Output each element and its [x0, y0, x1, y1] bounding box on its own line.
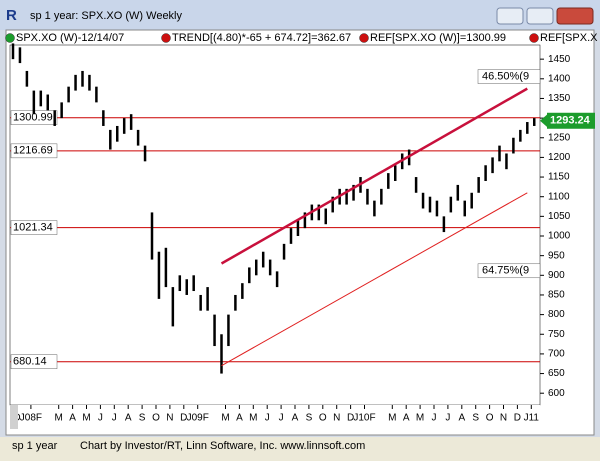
y-tick-label: 1350 [548, 93, 571, 104]
x-tick-label: J [432, 413, 437, 424]
y-tick-label: 800 [548, 309, 565, 320]
x-tick-label: J [98, 413, 103, 424]
x-tick-label: J08F [20, 413, 42, 424]
status-bar [0, 437, 600, 461]
y-tick-label: 650 [548, 368, 565, 379]
maximize-button[interactable] [526, 7, 554, 25]
x-tick-label: J [265, 413, 270, 424]
x-tick-label: N [166, 413, 173, 424]
y-tick-label: 1050 [548, 211, 571, 222]
trend-line [220, 87, 528, 265]
y-tick-label: 1200 [548, 152, 571, 163]
trend-label: 46.50%(9 [482, 71, 529, 83]
x-tick-label: D [180, 413, 187, 424]
close-button[interactable] [556, 7, 594, 25]
y-tick-label: 950 [548, 250, 565, 261]
x-tick-label: O [486, 413, 494, 424]
x-tick-label: N [500, 413, 507, 424]
legend-entry: REF[SPX.XO (W)]=1300.99 [370, 32, 506, 44]
ref-label-box [10, 220, 58, 235]
plot-area [9, 44, 541, 406]
y-tick-label: 1100 [548, 191, 570, 202]
x-tick-label: M [82, 413, 90, 424]
y-tick-label: 1150 [548, 172, 570, 183]
legend-entry: TREND[(4.80)*-65 + 674.72]=362.67 [172, 32, 351, 44]
trend-label-box [477, 263, 541, 279]
x-tick-label: M [221, 413, 229, 424]
x-tick-label: O [319, 413, 327, 424]
x-tick-label: D [514, 413, 521, 424]
y-tick-label: 1000 [548, 231, 571, 242]
y-tick-label: 900 [548, 270, 565, 281]
x-tick-label: A [125, 413, 132, 424]
legend-icon [359, 33, 369, 43]
ref-label-box [10, 143, 58, 159]
legend-icon [161, 33, 171, 43]
x-tick-label: M [249, 413, 257, 424]
x-tick-label: D [347, 413, 354, 424]
ref-label: 1300.99 [13, 112, 53, 124]
x-tick-label: O [152, 413, 160, 424]
ref-label: 1021.34 [13, 222, 53, 234]
x-tick-label: M [55, 413, 63, 424]
y-tick-label: 700 [548, 349, 565, 360]
x-axis-highlight [10, 405, 18, 429]
x-tick-label: M [416, 413, 424, 424]
x-axis [10, 405, 540, 429]
x-tick-label: M [388, 413, 396, 424]
x-tick-label: J10F [353, 413, 375, 424]
y-tick-label: 1250 [548, 132, 571, 143]
ref-label-box [10, 354, 58, 369]
last-price-box [547, 112, 595, 129]
x-tick-label: J11 [524, 413, 540, 424]
ref-label: 680.14 [13, 356, 47, 368]
minimize-button[interactable] [496, 7, 524, 25]
legend-icon [5, 33, 15, 43]
x-tick-label: A [458, 413, 465, 424]
status-left: sp 1 year [12, 440, 58, 452]
x-tick-label: S [139, 413, 146, 424]
status-text: Chart by Investor/RT, Linn Software, Inc… [80, 440, 365, 452]
x-tick-label: A [292, 413, 299, 424]
y-tick-label: 750 [548, 329, 565, 340]
x-tick-label: N [333, 413, 340, 424]
last-price: 1293.24 [550, 115, 591, 127]
y-tick-label: 600 [548, 388, 565, 399]
trend-label: 64.75%(9 [482, 265, 529, 277]
x-tick-label: J [112, 413, 117, 424]
legend-entry: REF[SPX.X [540, 32, 598, 44]
last-price-arrow [540, 113, 548, 128]
x-tick-label: A [403, 413, 410, 424]
x-tick-label: A [69, 413, 76, 424]
window-title: sp 1 year: SPX.XO (W) Weekly [30, 10, 183, 22]
y-tick-label: 1400 [548, 73, 571, 84]
legend-entry: SPX.XO (W)-12/14/07 [16, 32, 124, 44]
trend-line [221, 192, 528, 367]
x-tick-label: S [306, 413, 313, 424]
x-tick-label: J [279, 413, 284, 424]
x-tick-label: J [445, 413, 450, 424]
y-tick-label: 1450 [548, 54, 571, 65]
x-tick-label: J09F [187, 413, 209, 424]
ref-label: 1216.69 [13, 145, 53, 157]
y-tick-label: 850 [548, 290, 565, 301]
x-tick-label: A [236, 413, 243, 424]
app-icon: R [6, 7, 17, 24]
legend-icon [529, 33, 539, 43]
x-tick-label: S [472, 413, 479, 424]
trend-label-box [477, 69, 541, 84]
